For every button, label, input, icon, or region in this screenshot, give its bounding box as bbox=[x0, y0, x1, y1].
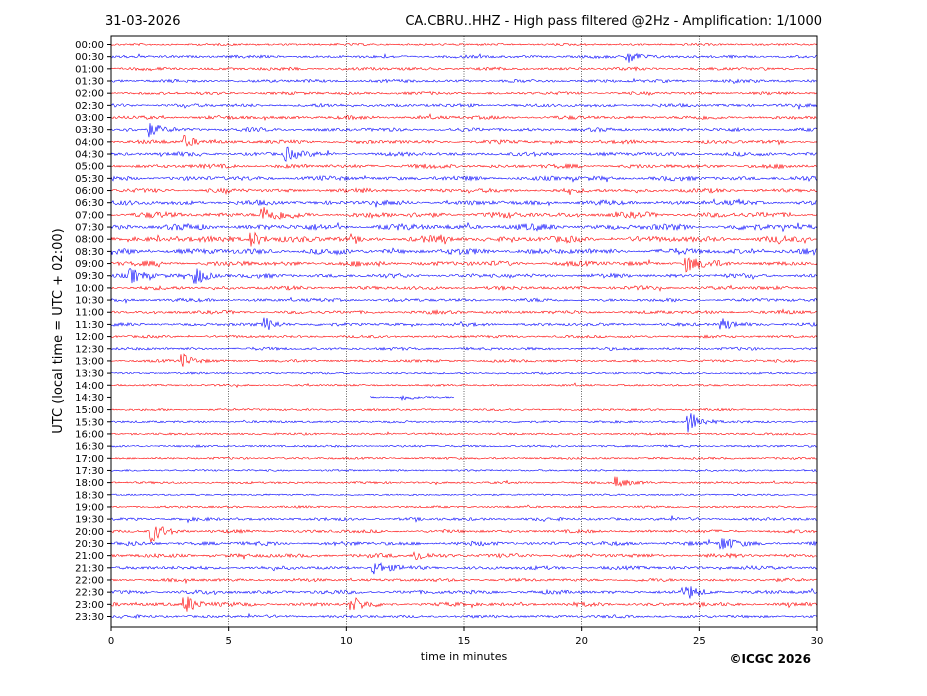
y-tick-label: 12:00 bbox=[75, 332, 104, 343]
seismic-trace bbox=[110, 123, 818, 138]
y-tick-label: 09:30 bbox=[75, 271, 104, 282]
date-label: 31-03-2026 bbox=[105, 14, 181, 29]
y-tick-label: 13:00 bbox=[75, 356, 104, 367]
y-tick-label: 07:00 bbox=[75, 210, 104, 221]
seismic-trace bbox=[110, 52, 818, 63]
y-tick-label: 01:00 bbox=[75, 64, 104, 75]
y-tick-label: 02:00 bbox=[75, 89, 104, 100]
y-tick-label: 19:00 bbox=[75, 502, 104, 513]
seismic-trace bbox=[110, 257, 818, 273]
y-tick-label: 15:30 bbox=[75, 417, 104, 428]
x-tick-label: 10 bbox=[340, 636, 353, 647]
y-tick-label: 16:30 bbox=[75, 442, 104, 453]
y-tick-label: 00:30 bbox=[75, 52, 104, 63]
y-tick-label: 14:00 bbox=[75, 381, 104, 392]
y-tick-label: 00:00 bbox=[75, 40, 104, 51]
y-tick-label: 03:30 bbox=[75, 125, 104, 136]
y-tick-label: 10:30 bbox=[75, 296, 104, 307]
seismic-trace bbox=[110, 456, 818, 460]
x-axis-label: time in minutes bbox=[421, 650, 508, 663]
vertical-gridlines bbox=[228, 36, 700, 627]
y-tick-label: 17:30 bbox=[75, 466, 104, 477]
y-tick-label: 15:00 bbox=[75, 405, 104, 416]
y-tick-label: 01:30 bbox=[75, 77, 104, 88]
seismic-trace bbox=[110, 444, 818, 448]
seismic-trace bbox=[110, 476, 818, 488]
seismic-trace bbox=[110, 551, 818, 560]
y-tick-label: 18:30 bbox=[75, 490, 104, 501]
y-tick-label: 12:30 bbox=[75, 344, 104, 355]
seismic-trace bbox=[369, 395, 455, 402]
y-tick-label: 05:30 bbox=[75, 174, 104, 185]
y-tick-label: 18:00 bbox=[75, 478, 104, 489]
x-tick-label: 0 bbox=[108, 636, 114, 647]
y-tick-label: 13:30 bbox=[75, 369, 104, 380]
y-tick-label: 17:00 bbox=[75, 454, 104, 465]
y-tick-label: 02:30 bbox=[75, 101, 104, 112]
y-tick-label: 16:00 bbox=[75, 429, 104, 440]
y-tick-label: 06:30 bbox=[75, 198, 104, 209]
y-tick-label: 04:30 bbox=[75, 150, 104, 161]
seismic-trace bbox=[110, 90, 818, 97]
y-tick-label: 21:30 bbox=[75, 563, 104, 574]
y-tick-label: 21:00 bbox=[75, 551, 104, 562]
x-tick-label: 20 bbox=[575, 636, 588, 647]
y-tick-label: 08:00 bbox=[75, 235, 104, 246]
y-tick-label: 03:00 bbox=[75, 113, 104, 124]
x-tick-label: 25 bbox=[693, 636, 706, 647]
y-tick-label: 23:00 bbox=[75, 600, 104, 611]
y-tick-label: 19:30 bbox=[75, 515, 104, 526]
y-tick-label: 07:30 bbox=[75, 223, 104, 234]
y-tick-label: 09:00 bbox=[75, 259, 104, 270]
y-tick-label: 11:00 bbox=[75, 308, 104, 319]
seismic-trace bbox=[110, 187, 818, 196]
y-tick-label: 05:00 bbox=[75, 162, 104, 173]
seismic-trace bbox=[110, 577, 818, 585]
trace-layer bbox=[110, 42, 818, 620]
chart-title: CA.CBRU..HHZ - High pass filtered @2Hz -… bbox=[405, 14, 822, 29]
x-axis-ticks: 0 5 10 15 20 25 30 bbox=[108, 627, 824, 647]
x-tick-label: 15 bbox=[458, 636, 471, 647]
seismic-trace bbox=[110, 198, 818, 208]
seismic-trace bbox=[110, 515, 818, 524]
y-axis-label: UTC (local time = UTC + 02:00) bbox=[51, 228, 66, 433]
y-tick-label: 22:00 bbox=[75, 575, 104, 586]
seismic-trace bbox=[110, 231, 818, 247]
y-tick-label: 06:00 bbox=[75, 186, 104, 197]
x-tick-label: 5 bbox=[225, 636, 231, 647]
y-tick-label: 08:30 bbox=[75, 247, 104, 258]
y-tick-label: 04:00 bbox=[75, 137, 104, 148]
x-tick-label: 30 bbox=[811, 636, 824, 647]
seismic-trace bbox=[110, 468, 818, 473]
copyright-label: ©ICGC 2026 bbox=[729, 652, 811, 666]
y-tick-label: 14:30 bbox=[75, 393, 104, 404]
y-tick-label: 22:30 bbox=[75, 588, 104, 599]
y-tick-label: 11:30 bbox=[75, 320, 104, 331]
y-tick-label: 23:30 bbox=[75, 612, 104, 623]
y-tick-label: 10:00 bbox=[75, 283, 104, 294]
y-tick-label: 20:00 bbox=[75, 527, 104, 538]
y-tick-label: 20:30 bbox=[75, 539, 104, 550]
seismic-trace bbox=[110, 296, 818, 304]
seismic-trace bbox=[110, 526, 818, 544]
